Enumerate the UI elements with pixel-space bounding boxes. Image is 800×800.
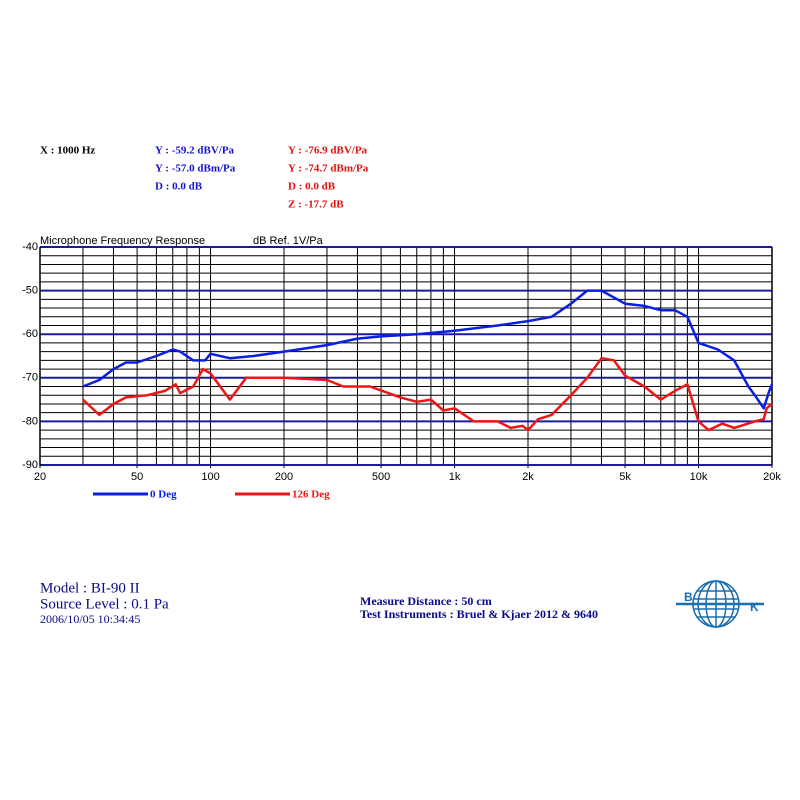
x-tick-label: 200 <box>275 471 293 483</box>
logo <box>676 580 764 628</box>
instruments: Test Instruments : Bruel & Kjaer 2012 & … <box>360 607 598 621</box>
x-tick-label: 20k <box>763 471 781 483</box>
readout-red: D : 0.0 dB <box>288 181 336 193</box>
x-tick-label: 20 <box>34 471 46 483</box>
y-tick-label: -60 <box>22 328 38 340</box>
chart-title: Microphone Frequency Response <box>40 235 205 247</box>
logo-letter: B <box>684 590 693 604</box>
y-tick-label: -90 <box>22 459 38 471</box>
readout-red: Z : -17.7 dB <box>288 199 344 211</box>
plot <box>82 289 774 432</box>
legend-label: 126 Deg <box>292 489 330 501</box>
series-line <box>82 289 774 410</box>
readout-blue: Y : -57.0 dBm/Pa <box>155 163 236 175</box>
y-tick-label: -40 <box>22 241 38 253</box>
x-tick-label: 2k <box>522 471 534 483</box>
model: Model : BI-90 II <box>40 580 140 596</box>
logo-letter: K <box>750 600 759 614</box>
y-tick-label: -80 <box>22 415 38 427</box>
date: 2006/10/05 10:34:45 <box>40 612 140 626</box>
legend: 0 Deg 126 Deg <box>93 489 330 501</box>
x-tick-label: 500 <box>372 471 390 483</box>
x-tick-label: 100 <box>201 471 219 483</box>
x-tick-label: 10k <box>690 471 708 483</box>
y-tick-label: -50 <box>22 285 38 297</box>
readout-red: Y : -76.9 dBV/Pa <box>288 145 368 157</box>
chart-subtitle: dB Ref. 1V/Pa <box>253 235 324 247</box>
readout-red: Y : -74.7 dBm/Pa <box>288 163 369 175</box>
readout-blue: D : 0.0 dB <box>155 181 203 193</box>
x-tick-label: 1k <box>449 471 461 483</box>
readout-x: X : 1000 Hz <box>40 145 95 157</box>
readout-blue: Y : -59.2 dBV/Pa <box>155 145 235 157</box>
legend-label: 0 Deg <box>150 489 177 501</box>
y-tick-label: -70 <box>22 372 38 384</box>
x-tick-label: 5k <box>619 471 631 483</box>
series-line <box>82 356 773 432</box>
x-tick-label: 50 <box>131 471 143 483</box>
distance: Measure Distance : 50 cm <box>360 594 492 608</box>
source-level: Source Level : 0.1 Pa <box>40 596 169 612</box>
